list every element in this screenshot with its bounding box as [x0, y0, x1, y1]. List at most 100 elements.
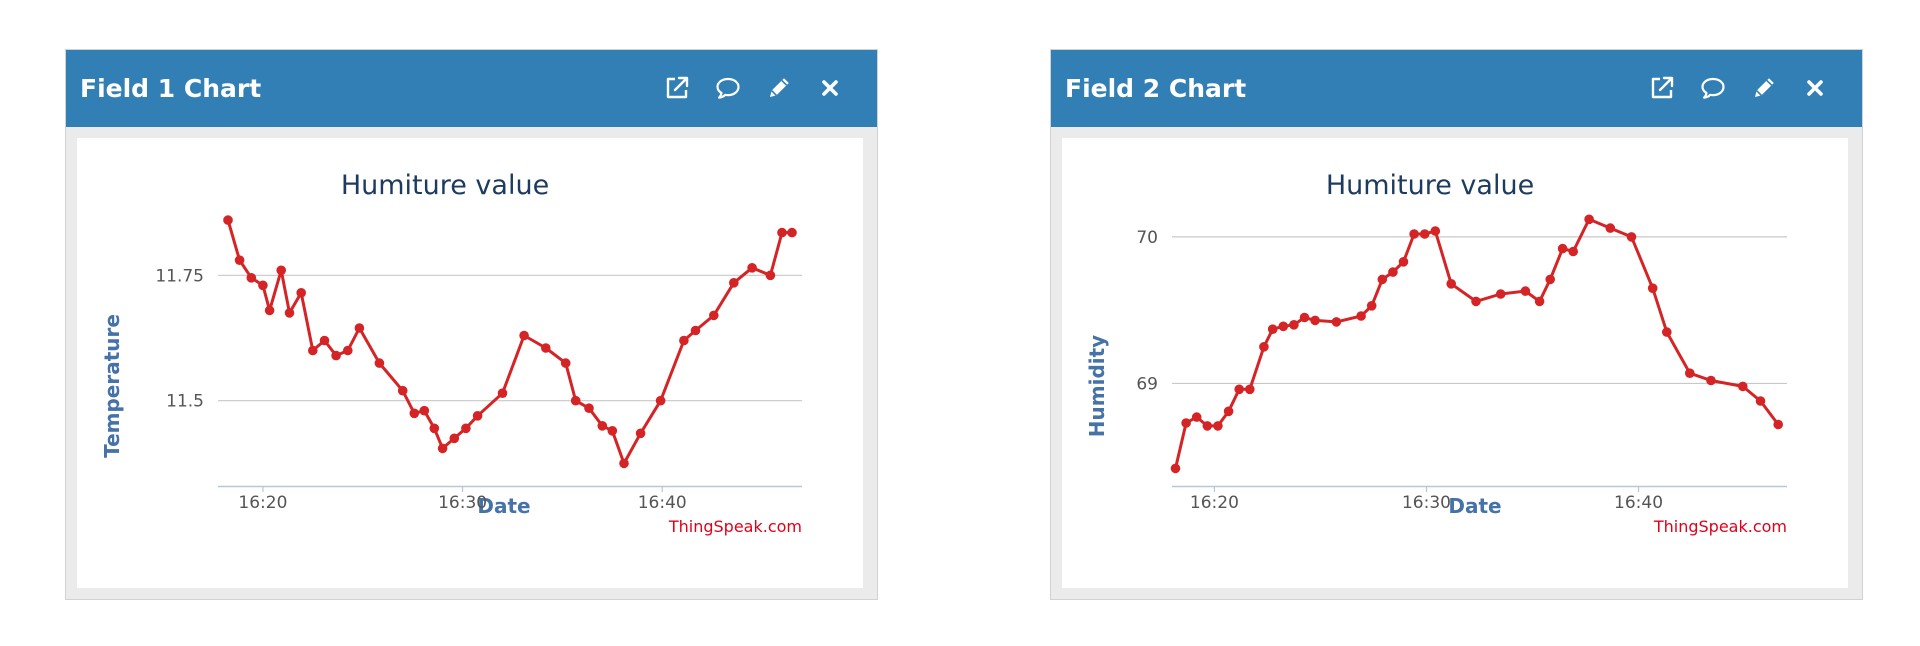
- external-link-icon[interactable]: [663, 74, 691, 102]
- y-tick-label: 11.75: [155, 266, 204, 286]
- data-point: [765, 270, 776, 281]
- data-point: [1471, 296, 1481, 307]
- data-point: [1520, 286, 1531, 296]
- data-point: [1755, 396, 1766, 406]
- x-tick-label: 16:30: [1402, 493, 1451, 513]
- data-point: [472, 411, 483, 421]
- data-point: [419, 405, 430, 416]
- data-point: [1170, 463, 1181, 474]
- data-point: [1568, 246, 1578, 257]
- x-tick-label: 16:40: [1614, 493, 1663, 513]
- pencil-icon[interactable]: [765, 74, 793, 102]
- data-point: [1662, 327, 1672, 337]
- data-point: [747, 263, 757, 273]
- data-point: [1419, 229, 1430, 239]
- data-point: [1685, 368, 1695, 378]
- data-point: [331, 350, 341, 361]
- data-point: [1545, 274, 1555, 285]
- data-point: [570, 395, 581, 406]
- data-point: [276, 265, 286, 276]
- widget-title: Field 2 Chart: [1065, 74, 1247, 103]
- data-point: [1446, 279, 1456, 289]
- pencil-icon[interactable]: [1750, 74, 1778, 102]
- data-point: [409, 408, 420, 419]
- data-point: [429, 423, 440, 434]
- widget-header: Field 1 Chart: [66, 50, 877, 127]
- thingspeak-credit-link[interactable]: ThingSpeak.com: [668, 517, 802, 536]
- close-icon[interactable]: [1801, 74, 1829, 102]
- data-point: [1213, 421, 1223, 431]
- x-tick-label: 16:20: [1190, 493, 1239, 513]
- plot-area: 69 70 16:20 16:30 16:40: [1136, 214, 1787, 513]
- y-tick-label: 11.5: [166, 392, 204, 412]
- plot-area: 11.5 11.75 16:20 16:30 16:40: [155, 215, 802, 513]
- data-point: [319, 335, 330, 346]
- data-point: [560, 358, 571, 368]
- data-point: [1584, 214, 1594, 225]
- data-point: [1234, 384, 1244, 395]
- comment-icon[interactable]: [714, 74, 742, 102]
- data-point: [296, 288, 306, 298]
- data-point: [1267, 324, 1278, 334]
- data-point: [284, 308, 295, 318]
- x-tick-label: 16:30: [438, 493, 487, 513]
- data-point: [584, 403, 594, 414]
- data-point: [1202, 421, 1213, 431]
- data-point: [264, 305, 275, 316]
- data-point: [1557, 243, 1568, 254]
- data-point: [1647, 283, 1658, 293]
- data-point: [1223, 406, 1234, 417]
- data-point: [1278, 321, 1289, 332]
- data-point: [449, 433, 460, 444]
- close-icon[interactable]: [816, 74, 844, 102]
- data-point: [1388, 267, 1398, 277]
- chart-title: Humiture value: [341, 170, 549, 201]
- data-point: [374, 358, 385, 368]
- data-point: [1430, 226, 1441, 236]
- data-point: [1495, 289, 1506, 299]
- data-point: [1366, 301, 1377, 311]
- comment-icon[interactable]: [1699, 74, 1727, 102]
- data-point: [709, 310, 719, 321]
- data-point: [1773, 419, 1783, 430]
- data-point: [1605, 223, 1616, 233]
- line-chart: Humiture value Temperature Date ThingSpe…: [100, 170, 802, 536]
- external-link-icon[interactable]: [1648, 74, 1676, 102]
- chart-area: Humiture value Temperature Date ThingSpe…: [77, 138, 863, 588]
- field-2-chart-widget: Field 2 Chart Humiture value Humidity Da…: [1050, 49, 1863, 600]
- data-point: [397, 385, 408, 396]
- data-point: [234, 255, 245, 265]
- data-point: [597, 421, 608, 431]
- data-point: [1409, 229, 1419, 239]
- x-axis-title: Date: [1448, 494, 1501, 518]
- y-tick-label: 70: [1136, 228, 1158, 248]
- data-point: [1310, 315, 1320, 326]
- y-axis-title: Temperature: [100, 314, 124, 458]
- data-point: [635, 428, 646, 439]
- data-point: [690, 325, 701, 336]
- data-point: [787, 227, 797, 238]
- data-point: [246, 273, 257, 283]
- data-point: [258, 280, 268, 291]
- data-point: [1259, 342, 1269, 352]
- thingspeak-credit-link[interactable]: ThingSpeak.com: [1653, 517, 1787, 536]
- widget-title: Field 1 Chart: [80, 74, 262, 103]
- line-chart: Humiture value Humidity Date ThingSpeak.…: [1085, 170, 1787, 536]
- data-point: [777, 227, 787, 238]
- x-tick-label: 16:20: [238, 493, 287, 513]
- data-point: [1331, 317, 1342, 327]
- field-1-chart-widget: Field 1 Chart Humiture value Temperature…: [65, 49, 878, 600]
- data-point: [223, 215, 233, 225]
- data-point: [1299, 312, 1310, 323]
- data-point: [354, 323, 365, 333]
- data-point: [1706, 375, 1716, 386]
- chart-title: Humiture value: [1326, 170, 1534, 201]
- data-point: [1356, 311, 1366, 321]
- x-axis-title: Date: [477, 494, 530, 518]
- data-point: [655, 395, 666, 406]
- data-point: [1738, 381, 1748, 392]
- x-tick-label: 16:40: [638, 493, 687, 513]
- data-point: [497, 388, 508, 398]
- data-point: [729, 278, 739, 288]
- data-point: [1377, 274, 1388, 285]
